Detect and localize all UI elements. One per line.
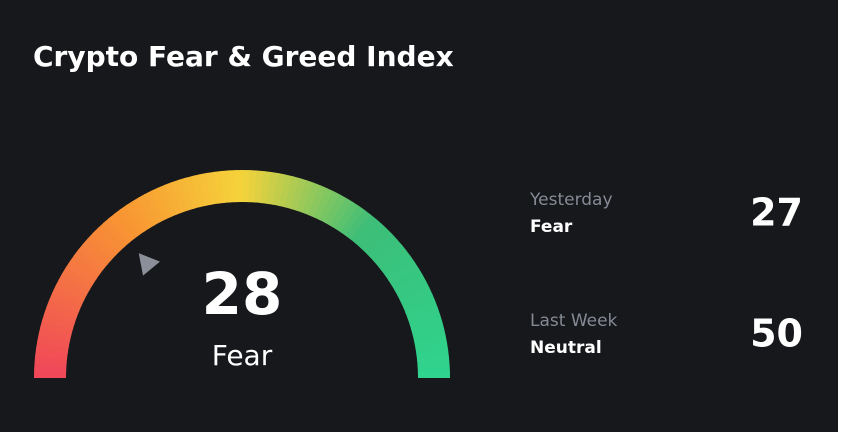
arc-segment <box>36 340 69 354</box>
arc-segment <box>191 174 207 208</box>
arc-segment <box>78 243 108 270</box>
history-label: Fear <box>530 217 573 237</box>
arc-segment <box>372 238 403 266</box>
arc-segment <box>266 172 280 205</box>
arc-segment <box>97 222 126 252</box>
arc-segment <box>412 327 446 343</box>
arc-segment <box>44 305 78 324</box>
arc-segment <box>73 248 105 275</box>
arc-segment <box>380 249 412 276</box>
arc-segment <box>82 237 113 265</box>
arc-segment <box>296 180 315 214</box>
gauge-pointer <box>138 253 160 276</box>
arc-segment <box>40 319 74 336</box>
arc-segment <box>368 233 398 262</box>
arc-segment <box>330 197 354 230</box>
history-value: 27 <box>750 191 803 235</box>
arc-segment <box>402 293 436 314</box>
arc-segment <box>51 285 85 307</box>
arc-segment <box>108 213 135 244</box>
arc-segment <box>61 266 94 290</box>
arc-segment <box>37 333 71 348</box>
title: Crypto Fear & Greed Index <box>33 40 454 73</box>
arc-segment <box>409 313 443 331</box>
history-label: Neutral <box>530 338 602 358</box>
arc-segment <box>144 190 166 223</box>
arc-segment <box>345 209 372 241</box>
arc-segment <box>35 347 68 360</box>
arc-segment <box>227 170 238 203</box>
arc-segment <box>397 280 430 302</box>
arc-segment <box>307 185 328 218</box>
arc-segment <box>184 175 201 209</box>
arc-segment <box>313 187 335 221</box>
arc-segment <box>92 227 121 256</box>
arc-segment <box>102 217 130 248</box>
history-period: Yesterday <box>529 190 613 210</box>
arc-segment <box>324 194 348 227</box>
arc-segment <box>46 298 80 318</box>
arc-segment <box>65 260 97 285</box>
arc-segment <box>350 214 377 244</box>
gauge-value: 28 <box>202 260 283 328</box>
arc-segment <box>157 184 178 218</box>
arc-segment <box>138 193 161 226</box>
gauge-arc <box>33 169 450 378</box>
arc-segment <box>42 312 75 330</box>
arc-segment <box>55 279 88 301</box>
arc-segment <box>58 272 91 296</box>
arc-segment <box>164 182 183 215</box>
arc-segment <box>355 218 383 249</box>
arc-segment <box>49 292 82 313</box>
arc-segment <box>407 306 441 325</box>
arc-segment <box>278 174 294 208</box>
arc-segment <box>302 182 322 216</box>
arc-segment <box>376 244 407 271</box>
history-value: 50 <box>750 312 803 356</box>
arc-segment <box>394 274 427 297</box>
gauge-label: Fear <box>212 339 273 372</box>
arc-segment <box>411 320 445 337</box>
arc-segment <box>119 204 145 236</box>
arc-segment <box>113 208 140 240</box>
arc-segment <box>340 205 366 237</box>
arc-segment <box>87 232 117 261</box>
arc-segment <box>150 187 172 220</box>
arc-segment <box>170 179 189 213</box>
history: Yesterday Fear 27 Last Week Neutral 50 <box>529 190 803 358</box>
arc-segment <box>125 200 150 233</box>
arc-segment <box>405 300 438 319</box>
arc-segment <box>290 178 308 211</box>
arc-segment <box>198 172 213 206</box>
arc-segment <box>387 261 420 286</box>
arc-segment <box>234 170 244 203</box>
arc-segment <box>417 370 450 378</box>
arc-segment <box>391 267 423 292</box>
arc-segment <box>319 191 341 224</box>
arc-segment <box>177 177 195 211</box>
arc-segment <box>384 255 416 281</box>
arc-segment <box>417 363 450 374</box>
arc-segment <box>414 334 448 349</box>
arc-segment <box>359 223 388 253</box>
arc-segment <box>400 286 433 308</box>
arc-segment <box>335 201 360 233</box>
arc-segment <box>272 173 287 207</box>
arc-segment <box>38 326 72 342</box>
arc-segment <box>364 228 393 257</box>
arc-segment <box>260 171 273 204</box>
history-period: Last Week <box>530 311 618 331</box>
arc-segment <box>284 176 301 210</box>
arc-segment <box>131 197 156 229</box>
arc-segment <box>69 254 101 280</box>
